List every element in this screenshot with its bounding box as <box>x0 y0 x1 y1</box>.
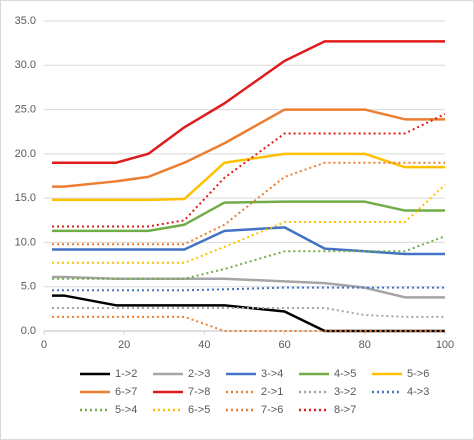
legend-label: 7->6 <box>261 404 283 416</box>
series-line <box>52 286 445 292</box>
legend-label: 4->5 <box>334 368 356 380</box>
x-tick-label: 80 <box>359 339 371 351</box>
y-tick-label: 30.0 <box>15 59 36 71</box>
series-line <box>52 306 445 318</box>
series-line <box>52 108 445 188</box>
legend-label: 4->3 <box>407 386 429 398</box>
series-line <box>52 200 445 233</box>
legend-label: 5->6 <box>407 368 429 380</box>
legend-label: 7->8 <box>188 386 210 398</box>
series-line <box>52 113 446 228</box>
series-line <box>52 152 445 202</box>
series-line <box>52 40 445 164</box>
series-line <box>52 184 446 264</box>
y-tick-label: 5.0 <box>21 281 36 293</box>
x-tick-label: 40 <box>198 339 210 351</box>
legend-label: 2->3 <box>188 368 210 380</box>
legend-label: 6->7 <box>115 386 137 398</box>
legend-label: 3->2 <box>334 386 356 398</box>
y-tick-label: 15.0 <box>15 192 36 204</box>
y-tick-label: 0.0 <box>21 325 36 337</box>
legend-label: 1->2 <box>115 368 137 380</box>
legend-label: 3->4 <box>261 368 283 380</box>
x-tick-label: 100 <box>436 339 454 351</box>
legend-label: 6->5 <box>188 404 210 416</box>
legend-label: 8->7 <box>334 404 356 416</box>
y-tick-label: 10.0 <box>15 236 36 248</box>
y-tick-label: 35.0 <box>15 15 36 27</box>
y-tick-label: 25.0 <box>15 103 36 115</box>
y-tick-label: 20.0 <box>15 148 36 160</box>
series-line <box>52 315 445 332</box>
series-line <box>52 161 445 246</box>
series-line <box>52 294 445 333</box>
series-line <box>52 235 446 280</box>
series-line <box>52 226 445 256</box>
x-tick-label: 60 <box>278 339 290 351</box>
legend-label: 2->1 <box>261 386 283 398</box>
legend-label: 5->4 <box>115 404 137 416</box>
x-tick-label: 0 <box>41 339 47 351</box>
x-tick-label: 20 <box>118 339 130 351</box>
